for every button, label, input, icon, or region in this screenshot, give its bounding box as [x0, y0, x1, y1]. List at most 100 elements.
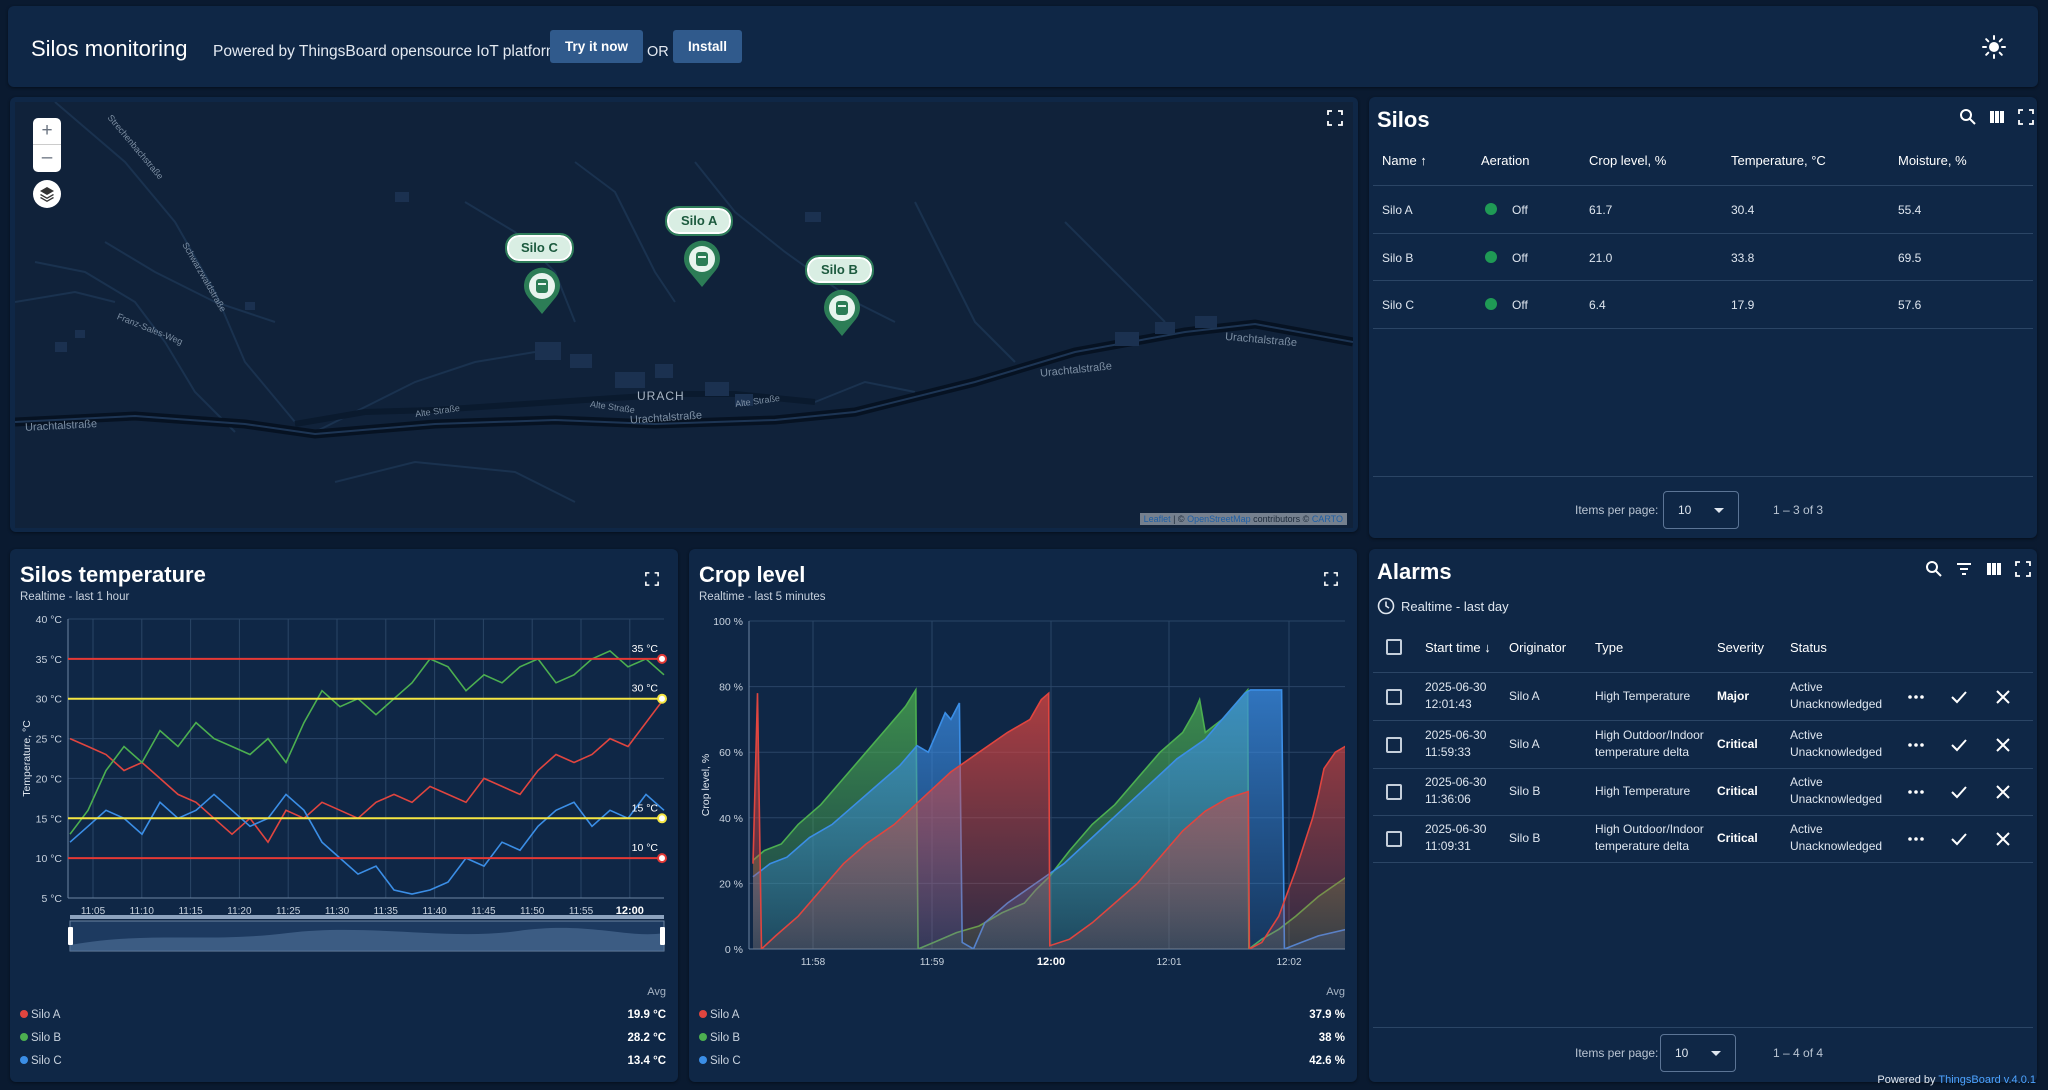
legend-label: Silo C: [31, 1055, 62, 1067]
clear-close-icon[interactable]: [1993, 735, 2013, 755]
more-icon[interactable]: [1906, 782, 1926, 802]
col-type[interactable]: Type: [1595, 640, 1624, 655]
alarm-originator: Silo A: [1509, 689, 1540, 703]
fullscreen-icon[interactable]: [1324, 572, 1338, 586]
alarm-time: 12:01:43: [1425, 697, 1472, 711]
col-label: Name: [1382, 153, 1417, 168]
leaflet-link[interactable]: Leaflet: [1143, 514, 1171, 524]
columns-icon[interactable]: [1985, 560, 2003, 578]
temperature-chart-widget: Silos temperature Realtime - last 1 hour…: [10, 549, 678, 1082]
items-per-page-label: Items per page:: [1575, 1046, 1659, 1060]
col-crop[interactable]: Crop level, %: [1589, 153, 1667, 168]
fullscreen-icon[interactable]: [1327, 110, 1343, 126]
acknowledge-check-icon[interactable]: [1949, 687, 1969, 707]
x-tick-label: 12:02: [1276, 957, 1301, 968]
zoom-in-icon[interactable]: +: [33, 118, 61, 145]
clear-close-icon[interactable]: [1993, 782, 2013, 802]
alarm-time: 11:36:06: [1425, 792, 1471, 806]
carto-link[interactable]: CARTO: [1311, 514, 1343, 524]
search-icon[interactable]: [1959, 108, 1977, 126]
divider: [1373, 815, 2033, 816]
thingsboard-version-link[interactable]: ThingsBoard v.4.0.1: [1938, 1074, 2036, 1086]
legend-item-silo-a[interactable]: Silo A: [20, 1009, 60, 1021]
row-checkbox[interactable]: [1386, 784, 1402, 800]
crop-level-chart[interactable]: 0 % 20 % 40 % 60 % 80 % 100 % 11:58 11:59 12:00 1…: [689, 609, 1357, 1029]
series-line: [69, 793, 665, 895]
select-value: 10: [1678, 503, 1692, 517]
legend-item-silo-b[interactable]: Silo B: [20, 1032, 61, 1044]
more-icon[interactable]: [1906, 735, 1926, 755]
legend-item-silo-a[interactable]: Silo A: [699, 1009, 739, 1021]
zoom-out-icon[interactable]: –: [41, 147, 53, 168]
legend-label: Silo A: [31, 1009, 61, 1021]
acknowledge-check-icon[interactable]: [1949, 782, 1969, 802]
page-title: Silos monitoring: [31, 36, 188, 61]
x-tick-label: 11:20: [227, 906, 252, 917]
temperature-chart[interactable]: 5 °C 10 °C 15 °C 20 °C 25 °C 30 °C 35 °C 40 °C 1…: [10, 609, 678, 1029]
fullscreen-icon[interactable]: [2017, 108, 2035, 126]
clear-close-icon[interactable]: [1993, 687, 2013, 707]
try-it-now-button[interactable]: Try it now: [550, 30, 644, 63]
col-aeration[interactable]: Aeration: [1481, 153, 1530, 168]
items-per-page-select[interactable]: 10: [1660, 1034, 1736, 1072]
avg-label: Avg: [647, 986, 666, 998]
sun-icon[interactable]: [1982, 35, 2006, 59]
alarm-type: High Temperature: [1595, 783, 1690, 800]
columns-icon[interactable]: [1988, 108, 2006, 126]
clock-icon[interactable]: [1377, 597, 1395, 615]
or-text: OR: [647, 44, 669, 60]
col-status[interactable]: Status: [1790, 640, 1827, 655]
col-temperature[interactable]: Temperature, °C: [1731, 153, 1826, 168]
threshold-label: 15 °C: [632, 802, 659, 814]
alarm-status-line: Unacknowledged: [1790, 697, 1883, 711]
threshold-marker: [657, 693, 667, 704]
acknowledge-check-icon[interactable]: [1949, 829, 1969, 849]
clear-close-icon[interactable]: [1993, 829, 2013, 849]
search-icon[interactable]: [1925, 560, 1943, 578]
legend-item-silo-b[interactable]: Silo B: [699, 1032, 740, 1044]
silo-pin-icon: [824, 289, 860, 336]
alarm-status: Active Unacknowledged: [1790, 727, 1882, 761]
series-line: [69, 698, 665, 844]
legend-item-silo-c[interactable]: Silo C: [20, 1055, 62, 1067]
zoom-handle-right: [660, 927, 665, 945]
x-tick-label: 11:58: [801, 957, 826, 968]
more-icon[interactable]: [1906, 829, 1926, 849]
acknowledge-check-icon[interactable]: [1949, 735, 1969, 755]
layers-icon[interactable]: [33, 180, 61, 208]
select-all-checkbox[interactable]: [1386, 639, 1402, 655]
x-tick-label: 11:05: [81, 906, 106, 917]
legend-item-silo-c[interactable]: Silo C: [699, 1055, 741, 1067]
row-checkbox[interactable]: [1386, 689, 1402, 705]
x-tick-label: 11:55: [569, 906, 594, 917]
osm-link[interactable]: OpenStreetMap: [1187, 514, 1251, 524]
alarm-type-line: High Temperature: [1595, 689, 1691, 703]
alarm-status-line: Active: [1790, 680, 1823, 694]
alarms-title: Alarms: [1377, 559, 1452, 584]
col-severity[interactable]: Severity: [1717, 640, 1764, 655]
map-canvas[interactable]: Urachtalstraße Urachtalstraße Urachtalst…: [15, 102, 1353, 528]
install-button[interactable]: Install: [673, 30, 743, 63]
fullscreen-icon[interactable]: [645, 572, 659, 586]
zoom-handle-left: [68, 927, 73, 945]
legend-value: 38 %: [1318, 1032, 1345, 1044]
zoom-slider-preview: [70, 927, 664, 951]
divider: [1373, 476, 2033, 477]
y-axis-label: Crop level, %: [700, 754, 712, 816]
filter-icon[interactable]: [1955, 560, 1973, 578]
cell-crop: 21.0: [1589, 251, 1613, 265]
status-dot: [1485, 298, 1497, 310]
col-originator[interactable]: Originator: [1509, 640, 1567, 655]
timewindow-label[interactable]: Realtime - last day: [1401, 599, 1509, 614]
items-per-page-select[interactable]: 10: [1663, 491, 1739, 529]
alarm-date: 2025-06-30: [1425, 775, 1487, 789]
fullscreen-icon[interactable]: [2014, 560, 2032, 578]
col-name[interactable]: Name ↑: [1382, 153, 1427, 168]
more-icon[interactable]: [1906, 687, 1926, 707]
series-line: [752, 691, 1345, 949]
row-checkbox[interactable]: [1386, 831, 1402, 847]
col-start-time[interactable]: Start time ↓: [1425, 640, 1491, 655]
col-moisture[interactable]: Moisture, %: [1898, 153, 1967, 168]
row-checkbox[interactable]: [1386, 737, 1402, 753]
alarm-severity: Critical: [1717, 831, 1758, 845]
